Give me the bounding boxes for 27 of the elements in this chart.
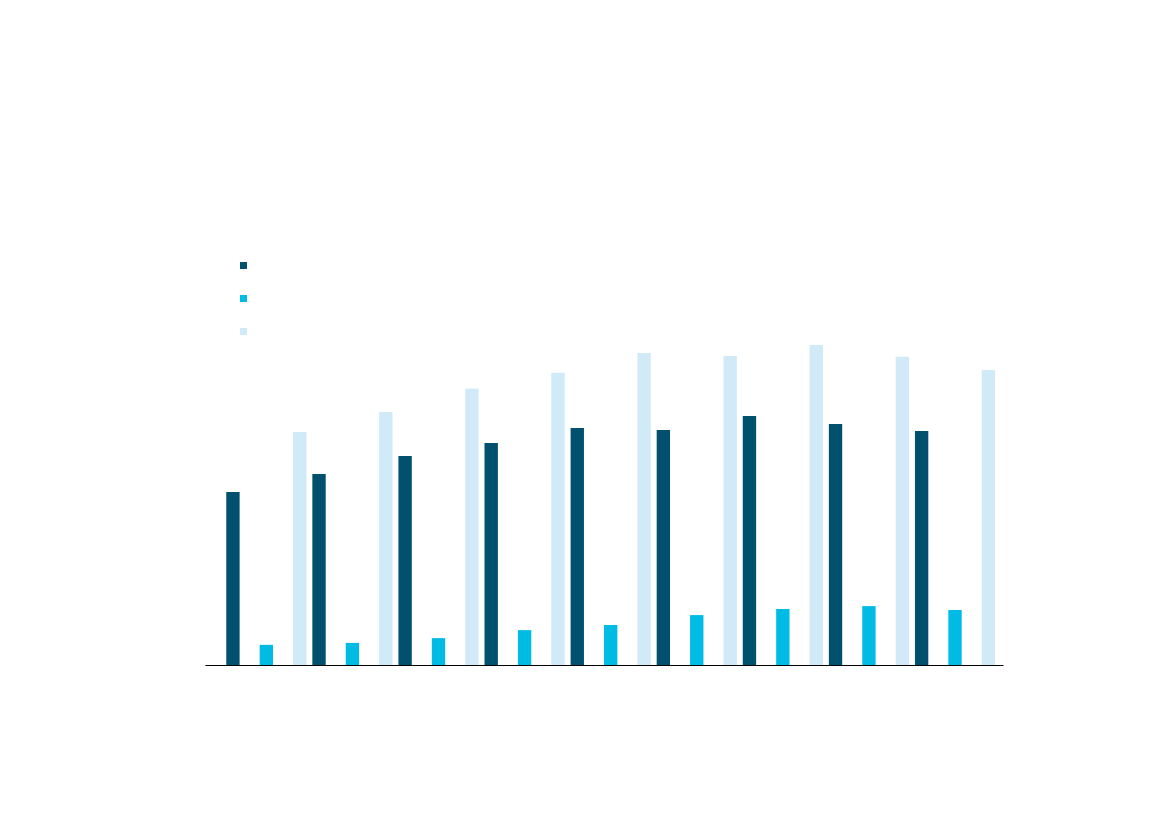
bar [637,353,651,665]
bar [809,345,823,665]
bar [914,431,929,665]
bar [690,615,704,665]
bar [379,411,393,665]
bar [551,372,565,665]
bar [345,642,360,665]
bar [776,609,790,665]
bar [723,355,737,665]
bar [259,644,274,665]
bar [398,456,412,665]
bar [484,442,498,665]
bar [570,427,584,665]
bar [656,430,671,665]
bar [604,625,618,665]
bar [431,638,446,665]
bar [862,606,876,665]
bar [293,432,307,665]
bar [312,473,326,665]
bar [828,424,843,665]
bar [981,369,996,665]
bar [895,356,910,665]
bar [948,609,962,665]
bar [517,630,532,665]
bar [465,388,479,665]
bar [742,416,757,665]
bar [226,491,240,665]
